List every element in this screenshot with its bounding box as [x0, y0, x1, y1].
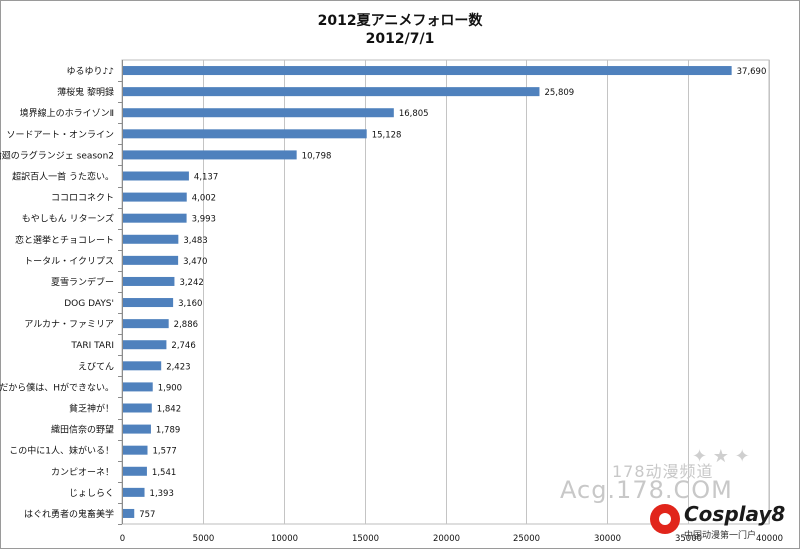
bar	[123, 466, 147, 476]
category-label: 夏雪ランデブー	[51, 276, 114, 288]
category-label: カンピオーネ！	[51, 467, 114, 478]
bar	[123, 171, 189, 181]
value-label: 37,690	[737, 67, 767, 77]
value-label: 1,577	[153, 447, 177, 457]
bar	[123, 276, 175, 286]
bar	[123, 129, 367, 139]
x-tick-label: 30000	[594, 534, 621, 544]
x-tick-label: 5000	[193, 534, 215, 544]
x-tick-label: 15000	[352, 534, 379, 544]
bar	[123, 424, 151, 434]
category-label: 恋と選挙とチョコレート	[15, 234, 114, 246]
bar	[123, 150, 297, 160]
bar	[123, 340, 167, 350]
value-label: 1,900	[158, 383, 182, 393]
bar	[123, 234, 179, 244]
value-label: 3,993	[192, 215, 216, 225]
value-label: 2,746	[171, 341, 195, 351]
value-label: 1,541	[152, 468, 176, 478]
bar	[123, 382, 153, 392]
category-label: 超訳百人一首 うた恋い。	[12, 171, 114, 183]
value-label: 2,886	[174, 320, 198, 330]
bar	[123, 298, 174, 308]
bar	[123, 255, 179, 265]
value-label: 3,242	[179, 278, 203, 288]
value-label: 16,805	[399, 109, 429, 119]
cosplay8-logo: Cosplay8 中国动漫第一门户	[650, 500, 795, 544]
bar	[123, 403, 152, 413]
category-label: この中に1人、妹がいる！	[9, 445, 114, 457]
category-label: 境界線上のホライゾンⅡ	[20, 107, 114, 119]
category-label: トータル・イクリプス	[24, 256, 114, 267]
value-label: 3,160	[178, 299, 202, 309]
x-tick-label: 40000	[756, 534, 783, 544]
value-label: 3,483	[183, 236, 207, 246]
category-label: アルカナ・ファミリア	[24, 319, 114, 330]
category-label: 織田信奈の野望	[51, 424, 114, 436]
watermark-stars-icon: ✦ ★ ✦	[692, 446, 750, 467]
value-label: 757	[139, 510, 155, 520]
x-tick-label: 20000	[433, 534, 460, 544]
watermark-channel-text: 178动漫频道	[612, 462, 714, 481]
category-label: 薄桜鬼 黎明録	[57, 86, 114, 98]
value-label: 10,798	[302, 151, 332, 161]
value-label: 3,470	[183, 257, 207, 267]
value-label: 2,423	[166, 362, 190, 372]
cosplay8-logo-text: Cosplay8	[684, 502, 786, 526]
category-label: ココロコネクト	[51, 193, 114, 204]
value-label: 25,809	[544, 88, 574, 98]
cosplay8-logo-subtext: 中国动漫第一门户	[684, 531, 757, 541]
category-label: DOG DAYS'	[64, 299, 114, 309]
category-label: じょしらく	[69, 488, 114, 499]
category-label: ゆるゆり♪♪	[67, 66, 115, 77]
bar	[123, 508, 135, 518]
bar	[123, 319, 169, 329]
bar	[123, 66, 732, 76]
x-tick-label: 35000	[675, 534, 702, 544]
value-label: 4,002	[192, 194, 216, 204]
x-tick-label: 0	[120, 534, 125, 544]
category-label: だから僕は、Hができない。	[0, 381, 114, 393]
category-label: はぐれ勇者の鬼畜美学	[24, 508, 114, 520]
chart-title: 2012夏アニメフォロー数	[317, 13, 483, 29]
value-label: 1,789	[156, 426, 180, 436]
category-label: 輪廻のラグランジェ season2	[0, 149, 114, 161]
cosplay8-logo-icon	[650, 504, 680, 534]
value-label: 15,128	[372, 130, 402, 140]
watermark-site-text: Acg.178.COM	[560, 476, 733, 504]
category-label: もやしもん リターンズ	[22, 213, 114, 225]
chart-subtitle: 2012/7/1	[365, 31, 435, 47]
bar	[123, 108, 394, 118]
value-label: 1,842	[157, 405, 181, 415]
bar	[123, 487, 145, 497]
bar	[123, 445, 148, 455]
category-label: ソードアート・オンライン	[7, 129, 114, 140]
bar	[123, 361, 162, 371]
x-tick-label: 10000	[271, 534, 298, 544]
category-label: 貧乏神が！	[69, 403, 114, 415]
bar	[123, 213, 187, 223]
category-label: TARI TARI	[70, 341, 114, 351]
x-tick-label: 25000	[513, 534, 540, 544]
bar	[123, 192, 187, 202]
value-label: 4,137	[194, 173, 218, 183]
category-label: えびてん	[78, 361, 114, 372]
value-label: 1,393	[150, 489, 174, 499]
bar	[123, 87, 540, 97]
